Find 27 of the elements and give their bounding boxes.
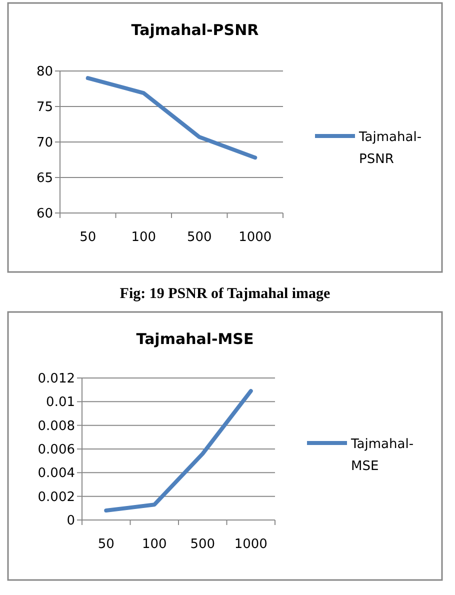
y-tick-label: 0.006: [38, 442, 75, 458]
chart-title: Tajmahal-MSE: [136, 330, 254, 348]
legend-label: Tajmahal-MSE: [350, 437, 414, 474]
y-tick-label: 0.008: [38, 418, 75, 434]
y-tick-label: 65: [36, 171, 53, 186]
x-tick-label: 500: [186, 230, 212, 245]
y-tick-label: 80: [36, 64, 53, 80]
y-tick-label: 70: [36, 136, 53, 151]
x-tick-label: 50: [98, 537, 114, 552]
text: Fig: 19 PSNR of Tajmahal image: [120, 286, 331, 302]
line-series: [86, 76, 258, 160]
y-tick-label: 0: [66, 514, 75, 529]
y-tick-label: 0.004: [38, 466, 75, 482]
x-tick-label: 100: [142, 537, 167, 552]
legend-label: Tajmahal-PSNR: [358, 130, 422, 167]
y-tick-label: 0.012: [38, 372, 75, 387]
x-tick-label: 1000: [234, 537, 268, 552]
x-tick-label: 50: [80, 230, 96, 245]
chart-title: Tajmahal-PSNR: [131, 21, 260, 39]
x-tick-label: 1000: [238, 230, 272, 245]
y-tick-label: 0.01: [46, 395, 75, 410]
y-tick-label: 60: [36, 206, 53, 222]
y-tick-label: 75: [36, 100, 53, 116]
x-tick-label: 100: [131, 230, 156, 245]
y-tick-label: 0.002: [38, 490, 75, 505]
line-series: [104, 389, 253, 513]
x-tick-label: 500: [190, 537, 216, 552]
